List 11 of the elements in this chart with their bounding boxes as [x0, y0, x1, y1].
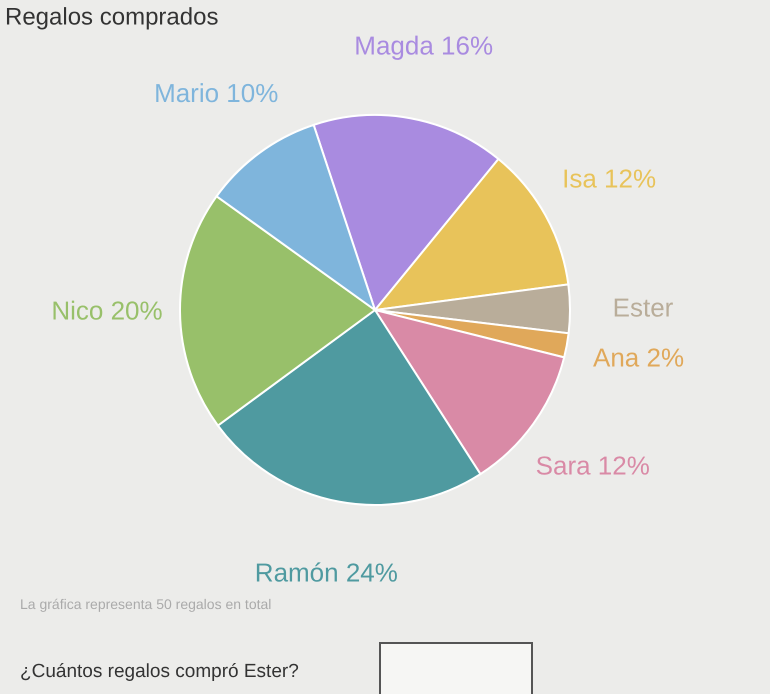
slice-label: Isa 12%: [562, 164, 656, 194]
slice-label: Mario 10%: [154, 78, 278, 108]
text: ¿Cuántos regalos compró Ester?: [20, 661, 299, 683]
chart-title: Regalos comprados: [5, 3, 218, 30]
slice-label: Sara 12%: [536, 450, 650, 480]
text: La gráfica representa 50 regalos en total: [20, 596, 272, 612]
slice-label: Ana 2%: [593, 342, 684, 373]
slice-label: Nico 20%: [51, 296, 163, 326]
slice-label: Magda 16%: [354, 30, 494, 60]
slice-label: Ester: [612, 292, 674, 322]
slice-label: Ramón 24%: [254, 558, 398, 588]
